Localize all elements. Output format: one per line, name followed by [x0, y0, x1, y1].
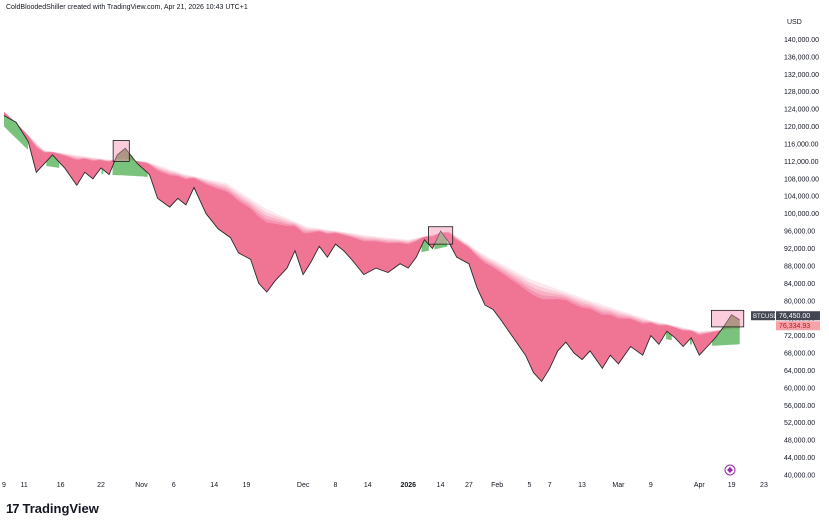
- y-tick-label: 120,000.00: [784, 124, 819, 131]
- y-tick-label: 128,000.00: [784, 89, 819, 96]
- tradingview-logo[interactable]: 17 TradingView: [6, 500, 99, 516]
- x-axis[interactable]: 9 11 16 22 Nov 6 14 19 Dec 8 14 2026 14 27 Feb 5 7 13 Mar 9…: [2, 464, 768, 489]
- bullish-fill: [690, 339, 692, 345]
- y-tick-label: 88,000.00: [784, 263, 815, 270]
- x-tick-label: 7: [548, 482, 552, 489]
- x-tick-label: 27: [465, 482, 473, 489]
- x-tick-label: 14: [364, 482, 372, 489]
- y-tick-label: 56,000.00: [784, 403, 815, 410]
- bullish-fill: [421, 240, 429, 253]
- symbol-tag-bg: [751, 311, 775, 321]
- second-price-label: 76,334.93: [779, 323, 810, 330]
- y-tick-label: 60,000.00: [784, 385, 815, 392]
- y-tick-label: 64,000.00: [784, 368, 815, 375]
- highlight-boxes: [112, 140, 745, 328]
- bullish-fill: [4, 115, 28, 150]
- y-tick-label: 140,000.00: [784, 37, 819, 44]
- x-tick-label: 14: [210, 482, 218, 489]
- x-tick-label: Feb: [491, 482, 503, 489]
- ribbon-band-4: [4, 112, 740, 381]
- x-tick-label: 16: [57, 482, 65, 489]
- x-tick-label: 13: [578, 482, 586, 489]
- bullish-fill: [434, 232, 448, 250]
- y-tick-label: 100,000.00: [784, 211, 819, 218]
- x-tick-label: 2026: [400, 482, 416, 489]
- last-price-tag-bg: [776, 311, 820, 321]
- y-tick-label: 132,000.00: [784, 72, 819, 79]
- y-tick-label: 112,000.00: [784, 159, 819, 166]
- chart-header: ColdBloodedShiller created with TradingV…: [6, 4, 248, 11]
- highlight-box-0[interactable]: [112, 140, 130, 162]
- y-tick-label: 52,000.00: [784, 420, 815, 427]
- x-tick-label: Mar: [612, 482, 625, 489]
- y-tick-label: 116,000.00: [784, 141, 819, 148]
- y-tick-label: 104,000.00: [784, 194, 819, 201]
- x-tick-label: 11: [21, 482, 28, 489]
- y-tick-label: 44,000.00: [784, 455, 815, 462]
- y-tick-label: 48,000.00: [784, 438, 815, 445]
- currency-label: USD: [787, 19, 802, 26]
- highlight-box-1[interactable]: [428, 226, 454, 245]
- tradingview-logo-icon: 17: [6, 500, 20, 516]
- price-tags: BTCUSD 76,450.00 76,334.93: [751, 311, 820, 331]
- y-tick-label: 136,000.00: [784, 54, 819, 61]
- x-tick-label: Apr: [694, 482, 706, 489]
- y-tick-label: 84,000.00: [784, 281, 815, 288]
- x-tick-label: 9: [649, 482, 653, 489]
- y-tick-label: 108,000.00: [784, 176, 819, 183]
- y-axis[interactable]: USD 140,000.00 136,000.00 132,000.00 128,000…: [784, 19, 819, 480]
- x-tick-label: 9: [2, 482, 6, 489]
- y-tick-label: 92,000.00: [784, 246, 815, 253]
- y-tick-label: 72,000.00: [784, 333, 815, 340]
- tradingview-logo-text: TradingView: [22, 500, 99, 516]
- x-tick-label: 19: [728, 482, 736, 489]
- y-tick-label: 80,000.00: [784, 298, 815, 305]
- y-tick-label: 124,000.00: [784, 107, 819, 114]
- price-line-group: [3, 115, 740, 383]
- ribbon-bands: [4, 111, 740, 381]
- x-tick-label: 8: [334, 482, 338, 489]
- y-tick-label: 40,000.00: [784, 473, 815, 480]
- x-tick-label: 22: [97, 482, 105, 489]
- x-tick-label: Nov: [135, 482, 148, 489]
- x-tick-label: 6: [172, 482, 176, 489]
- highlight-box-2[interactable]: [711, 309, 745, 328]
- x-tick-label: 19: [243, 482, 251, 489]
- x-tick-label: 23: [760, 482, 768, 489]
- symbol-tag: BTCUSD: [753, 314, 778, 320]
- second-price-tag-bg: [776, 321, 820, 331]
- x-tick-label: 5: [528, 482, 532, 489]
- x-tick-label: 14: [437, 482, 445, 489]
- x-tick-label: Dec: [297, 482, 310, 489]
- y-tick-label: 96,000.00: [784, 229, 815, 236]
- replay-icon[interactable]: [724, 464, 736, 476]
- last-price-label: 76,450.00: [779, 313, 810, 320]
- bullish-fill: [112, 148, 148, 178]
- bullish-fill: [712, 315, 740, 346]
- y-tick-label: 68,000.00: [784, 351, 815, 358]
